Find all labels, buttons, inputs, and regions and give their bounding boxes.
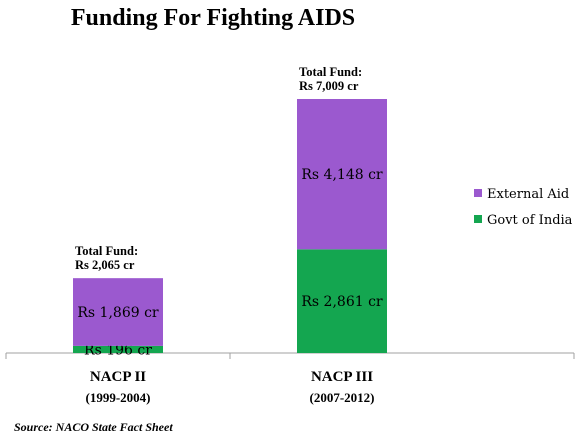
legend-swatch [474, 189, 482, 197]
legend: External Aid Govt of India [474, 187, 573, 228]
data-label: Rs 1,869 cr [77, 305, 159, 321]
chart-title: Funding For Fighting AIDS [71, 5, 355, 31]
period-label: (1999-2004) [86, 390, 151, 405]
period-label: (2007-2012) [310, 390, 375, 405]
bar-segment-govt-of-india [73, 345, 163, 353]
source-note: Source: NACO State Fact Sheet [14, 420, 173, 434]
legend-label: External Aid [487, 187, 569, 202]
total-label: Total Fund: [75, 244, 138, 258]
category-label: NACP III [311, 369, 373, 385]
data-label: Rs 196 cr [84, 342, 152, 358]
bar-segment-external-aid [297, 99, 387, 250]
legend-swatch [474, 215, 482, 223]
bar-segment-external-aid [73, 278, 163, 346]
bar-segment-govt-of-india [297, 249, 387, 353]
legend-label: Govt of India [487, 213, 573, 228]
data-label: Rs 2,861 cr [301, 294, 383, 310]
data-label: Rs 4,148 cr [301, 167, 383, 183]
total-label: Total Fund: [299, 65, 362, 79]
total-value: Rs 2,065 cr [75, 258, 135, 272]
category-label: NACP II [90, 369, 146, 385]
total-value: Rs 7,009 cr [299, 79, 359, 93]
